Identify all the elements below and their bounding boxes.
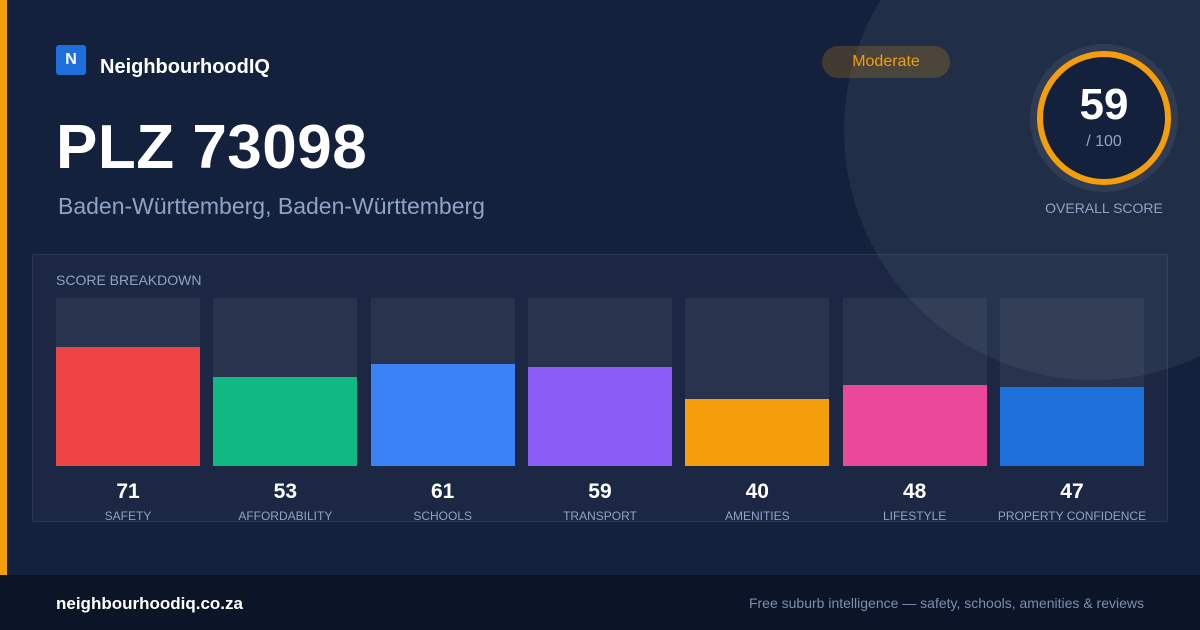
score-breakdown-chart: 71 SAFETY 53 AFFORDABILITY 61 SCHOOLS 59 TRANSP… [56,298,1146,528]
logo-icon: N [56,45,86,75]
brand-name: NeighbourhoodIQ [100,56,270,78]
bar-column: 47 PROPERTY CONFIDENCE [998,298,1146,528]
score-breakdown-panel [32,254,1168,522]
bar-category-label: AMENITIES [724,509,790,523]
bar-column: 40 AMENITIES [685,298,830,528]
bar-category-label: LIFESTYLE [882,509,947,523]
bar [527,366,672,466]
overall-score-label: OVERALL SCORE [1045,200,1163,216]
overall-score-gauge: 59 / 100 [1030,44,1178,192]
bar-category-label: SCHOOLS [413,509,472,523]
bar [213,376,358,466]
footer-tagline: Free suburb intelligence — safety, schoo… [748,595,1144,611]
bar-track [999,298,1144,466]
bar-track [527,298,672,466]
share-card: N NeighbourhoodIQ Moderate PLZ 73098 Bad… [0,0,1200,575]
accent-bar [0,0,7,575]
bar-category-label: SAFETY [104,509,152,523]
page-subtitle: Baden-Württemberg, Baden-Württemberg [58,193,485,219]
bar-column: 71 SAFETY [56,298,200,528]
bar-value-label: 40 [745,480,769,503]
score-breakdown-label: SCORE BREAKDOWN [56,272,202,288]
bar-column: 53 AFFORDABILITY [213,298,358,528]
bar [842,385,987,466]
rating-badge: Moderate [822,46,950,78]
bar-track [370,298,515,466]
bar-value-label: 47 [1060,480,1084,503]
bar [56,346,200,466]
bar-value-label: 59 [588,480,612,503]
bar-category-label: TRANSPORT [563,509,637,523]
footer-url[interactable]: neighbourhoodiq.co.za [56,594,243,613]
overall-score-value: 59 [1079,80,1129,129]
bar-value-label: 61 [430,480,455,503]
bar [370,363,515,466]
bar [999,387,1144,466]
bar-category-label: AFFORDABILITY [238,509,333,523]
overall-score-max: / 100 [1086,133,1122,150]
bar [685,398,830,466]
bar-track [213,298,358,466]
bar-value-label: 71 [116,480,140,503]
bar-value-label: 48 [902,480,927,503]
page-title: PLZ 73098 [56,113,368,182]
score-arc [1037,51,1171,185]
bar-category-label: PROPERTY CONFIDENCE [997,509,1147,523]
bar-value-label: 53 [273,480,297,503]
bar-track [685,298,830,466]
bar-column: 61 SCHOOLS [370,298,515,528]
bar-track [842,298,987,466]
bar-track [56,298,200,466]
footer: neighbourhoodiq.co.za Free suburb intell… [0,575,1200,630]
score-ring [1030,44,1178,192]
bar-column: 59 TRANSPORT [527,298,672,528]
bar-column: 48 LIFESTYLE [842,298,987,528]
